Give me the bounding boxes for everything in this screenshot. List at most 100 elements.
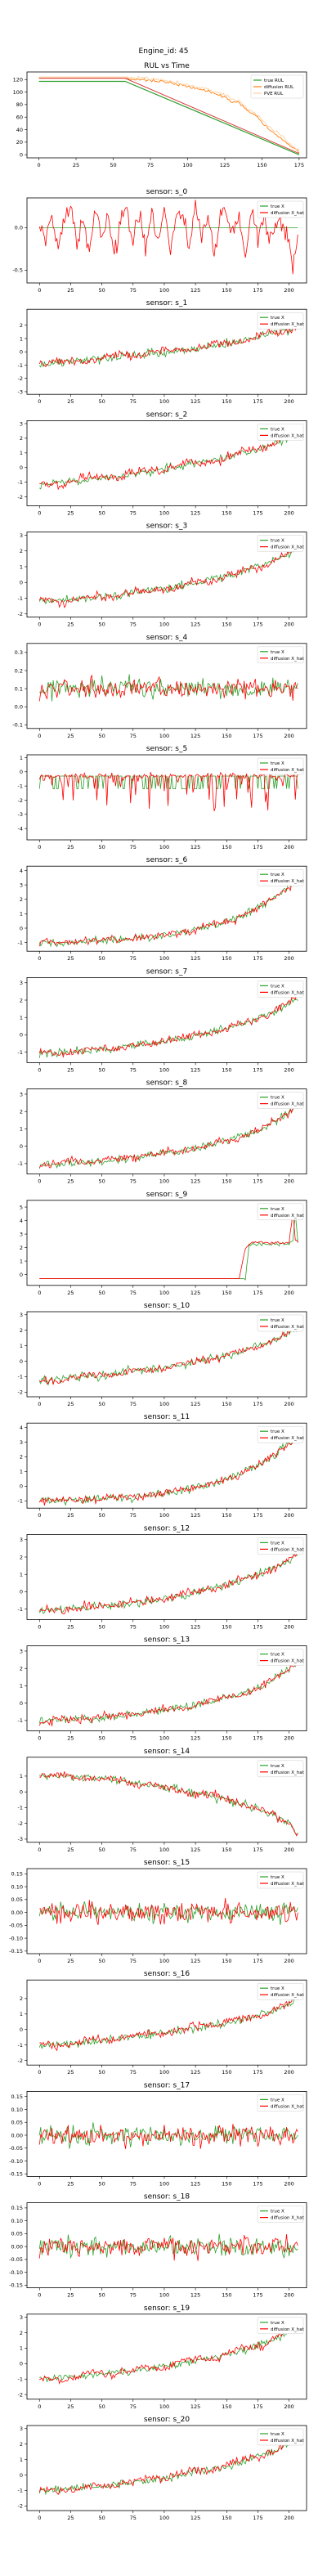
y-tick-label: 3 bbox=[20, 1648, 23, 1654]
x-tick-label: 100 bbox=[159, 1623, 169, 1630]
y-tick-label: 0.15 bbox=[11, 1871, 23, 1878]
x-tick-label: 75 bbox=[130, 2069, 137, 2076]
x-tick-label: 75 bbox=[130, 1178, 137, 1185]
x-tick-label: 25 bbox=[67, 1066, 74, 1073]
legend-box bbox=[257, 1537, 304, 1555]
y-tick-label: 3 bbox=[20, 882, 23, 888]
y-tick-label: 60 bbox=[16, 114, 23, 120]
series-line bbox=[38, 674, 298, 702]
x-tick-label: 150 bbox=[222, 1623, 231, 1630]
y-tick-label: 2 bbox=[20, 2441, 23, 2448]
y-tick-label: -2 bbox=[18, 611, 23, 617]
x-tick-label: 125 bbox=[190, 2180, 200, 2187]
axes-frame bbox=[26, 1534, 307, 1620]
series-line bbox=[38, 1659, 298, 1726]
series-line bbox=[39, 1773, 298, 1834]
x-tick-label: 50 bbox=[98, 1958, 105, 1964]
y-tick-label: 3 bbox=[20, 1439, 23, 1446]
x-tick-label: 75 bbox=[130, 2180, 137, 2187]
y-tick-label: 3 bbox=[20, 2426, 23, 2432]
subplot-title: sensor: s_7 bbox=[146, 967, 187, 976]
x-tick-label: 100 bbox=[159, 955, 169, 962]
x-tick-label: 100 bbox=[159, 509, 169, 516]
series-line bbox=[39, 1210, 298, 1279]
y-tick-label: 1 bbox=[20, 1469, 23, 1475]
y-tick-label: 2 bbox=[20, 997, 23, 1003]
y-tick-label: -1 bbox=[18, 2376, 23, 2383]
x-tick-label: 150 bbox=[222, 1958, 231, 1964]
x-tick-label: 0 bbox=[38, 1735, 41, 1742]
y-tick-label: 1 bbox=[20, 1015, 23, 1021]
subplot-1: sensor: s_0 0 25 50 75 100 125 150 175 200 -0.5 0.0… bbox=[12, 188, 307, 294]
x-tick-label: 100 bbox=[159, 1178, 169, 1185]
x-tick-label: 50 bbox=[110, 162, 116, 168]
y-tick-label: -1 bbox=[18, 2042, 23, 2049]
subplot-title: sensor: s_17 bbox=[144, 2081, 190, 2089]
x-tick-label: 200 bbox=[284, 2069, 293, 2076]
y-tick-label: 0 bbox=[20, 1700, 23, 1707]
x-tick-label: 125 bbox=[190, 2403, 200, 2410]
x-tick-label: 0 bbox=[38, 509, 41, 516]
x-tick-label: 125 bbox=[190, 1847, 200, 1853]
subplot-title: sensor: s_10 bbox=[144, 1302, 190, 1310]
series-line bbox=[38, 875, 298, 947]
subplot-title: sensor: s_6 bbox=[146, 856, 188, 864]
x-tick-label: 200 bbox=[284, 1066, 293, 1073]
subplot-0: RUL vs Time 0 25 50 75 100 125 150 175 0 20 40 60 80 1… bbox=[13, 62, 307, 168]
legend-label: diffusion X_hat bbox=[271, 2104, 305, 2109]
y-tick-label: 1 bbox=[20, 755, 23, 761]
subplot-20: sensor: s_19 0 25 50 75 100 125 150 175 200 -2 -1 0 1… bbox=[18, 2304, 307, 2410]
x-tick-label: 150 bbox=[222, 2292, 231, 2299]
y-tick-label: 0.3 bbox=[15, 649, 23, 656]
y-tick-label: 0.0 bbox=[15, 225, 23, 231]
y-tick-label: -2 bbox=[18, 2503, 23, 2510]
y-tick-label: 2 bbox=[20, 1108, 23, 1115]
x-tick-label: 25 bbox=[67, 1290, 74, 1296]
series-line bbox=[38, 1552, 298, 1614]
y-tick-label: 3 bbox=[20, 1312, 23, 1318]
x-tick-label: 175 bbox=[253, 1401, 262, 1407]
x-tick-label: 125 bbox=[190, 1290, 200, 1296]
series-line bbox=[38, 1901, 298, 1925]
x-tick-label: 125 bbox=[190, 1066, 200, 1073]
legend-label: true X bbox=[271, 1986, 284, 1991]
y-tick-label: -1 bbox=[18, 940, 23, 946]
y-tick-label: -0.5 bbox=[12, 267, 23, 274]
series-line bbox=[38, 2124, 298, 2149]
y-tick-label: 2 bbox=[20, 548, 23, 554]
axes-frame bbox=[26, 1645, 307, 1731]
x-tick-label: 200 bbox=[284, 2180, 293, 2187]
y-tick-label: 2 bbox=[20, 1554, 23, 1560]
y-tick-label: 120 bbox=[13, 76, 23, 83]
legend-label: true X bbox=[271, 984, 284, 989]
x-tick-label: 50 bbox=[98, 1178, 105, 1185]
y-tick-label: 0 bbox=[20, 1358, 23, 1365]
axes-frame bbox=[26, 1311, 307, 1398]
x-tick-label: 200 bbox=[284, 509, 293, 516]
y-tick-label: -1 bbox=[18, 1049, 23, 1056]
x-tick-label: 50 bbox=[98, 2403, 105, 2410]
legend-label: true X bbox=[271, 2321, 284, 2326]
x-tick-label: 175 bbox=[253, 2403, 262, 2410]
x-tick-label: 75 bbox=[130, 509, 137, 516]
x-tick-label: 150 bbox=[222, 1290, 231, 1296]
legend-label: diffusion X_hat bbox=[271, 1659, 305, 1664]
x-tick-label: 50 bbox=[98, 2515, 105, 2521]
x-tick-label: 75 bbox=[130, 844, 137, 850]
y-tick-label: 20 bbox=[16, 139, 23, 146]
legend-label: diffusion X_hat bbox=[271, 1547, 305, 1552]
subplot-19: sensor: s_18 0 25 50 75 100 125 150 175 200 -0.15 -… bbox=[9, 2193, 307, 2299]
legend-label: true X bbox=[271, 1764, 284, 1769]
subplot-title: sensor: s_8 bbox=[146, 1079, 188, 1088]
x-tick-label: 100 bbox=[159, 622, 169, 628]
legend-label: diffusion X_hat bbox=[271, 322, 305, 327]
x-tick-label: 150 bbox=[222, 955, 231, 962]
y-tick-label: 0 bbox=[20, 2361, 23, 2367]
x-tick-label: 150 bbox=[222, 2403, 231, 2410]
x-tick-label: 125 bbox=[220, 162, 230, 168]
subplot-5: sensor: s_4 0 25 50 75 100 125 150 175 200 -0.1 0.0… bbox=[12, 634, 307, 739]
y-tick-label: 0 bbox=[20, 1788, 23, 1795]
y-tick-label: 1 bbox=[20, 2345, 23, 2352]
legend-label: true X bbox=[271, 1096, 284, 1101]
